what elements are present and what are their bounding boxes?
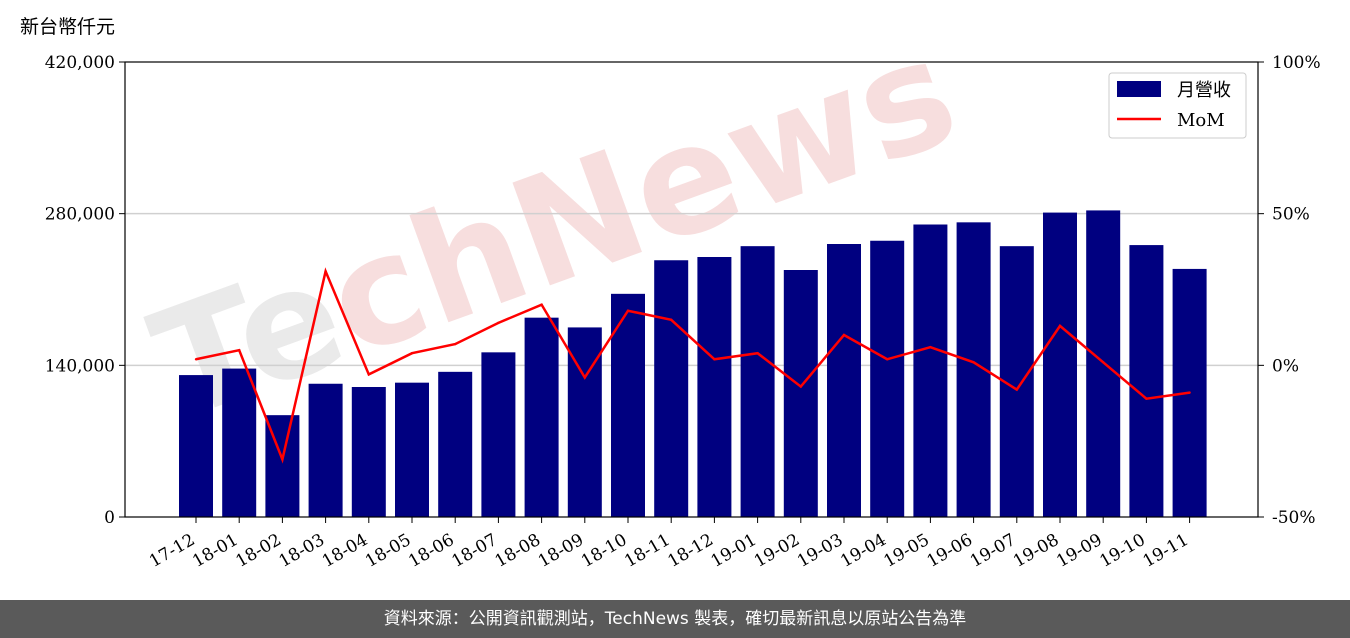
x-tick-label: 18-09: [535, 530, 587, 572]
revenue-bar: [395, 382, 429, 517]
revenue-bar: [783, 270, 818, 517]
mom-point: [799, 385, 802, 388]
mom-point: [583, 376, 586, 379]
mom-point: [497, 321, 500, 325]
source-footer: 資料來源：公開資訊觀測站，TechNews 製表，確切最新訊息以原站公告為準: [0, 600, 1350, 638]
x-tick-label: 18-04: [319, 530, 371, 572]
x-tick-label: 18-02: [232, 530, 284, 572]
x-tick-label: 19-06: [924, 530, 976, 572]
mom-point: [454, 342, 457, 346]
y-axis-left: 0 140,000 280,000 420,000: [45, 53, 125, 528]
y-tick-label-left: 0: [104, 508, 115, 528]
revenue-bar: [351, 387, 386, 517]
mom-point: [886, 358, 889, 361]
x-axis: 17-1218-0118-0218-0318-0418-0518-0618-07…: [146, 517, 1192, 572]
x-tick-label: 18-05: [362, 530, 414, 572]
y-tick-label-right: 50%: [1272, 205, 1310, 225]
revenue-bar: [524, 317, 559, 517]
revenue-bar: [913, 224, 948, 517]
y-axis-unit-label: 新台幣仟元: [20, 16, 115, 38]
x-tick-label: 17-12: [146, 530, 198, 572]
mom-point: [756, 352, 759, 355]
mom-point: [194, 358, 198, 361]
y-axis-right: -50% 0% 50% 100%: [1258, 53, 1321, 528]
mom-point: [540, 303, 543, 306]
revenue-bar: [870, 240, 905, 517]
mom-point: [1145, 397, 1148, 400]
x-tick-label: 19-02: [751, 530, 803, 572]
mom-point: [972, 361, 975, 364]
mom-point: [281, 458, 284, 461]
revenue-bar: [179, 375, 213, 517]
x-tick-label: 18-11: [621, 530, 673, 572]
x-tick-label: 19-03: [794, 530, 846, 572]
x-tick-label: 19-01: [708, 530, 760, 572]
mom-point: [1058, 324, 1062, 328]
y-tick-label-right: -50%: [1272, 508, 1316, 528]
x-tick-label: 19-11: [1140, 530, 1192, 572]
revenue-bar: [654, 260, 689, 517]
mom-point: [626, 309, 630, 312]
x-tick-label: 18-01: [189, 530, 241, 572]
mom-point: [1015, 388, 1018, 391]
y-tick-label-left: 140,000: [45, 356, 115, 376]
legend-line-label: MoM: [1177, 110, 1225, 131]
mom-point: [842, 333, 846, 337]
mom-point: [1188, 391, 1191, 394]
x-tick-label: 18-12: [664, 530, 716, 572]
x-tick-label: 18-03: [276, 530, 328, 572]
mom-point: [410, 352, 414, 355]
y-tick-label-right: 100%: [1272, 53, 1321, 73]
mom-point: [367, 373, 370, 376]
x-tick-label: 19-07: [967, 530, 1019, 572]
legend: 月營收 MoM: [1108, 72, 1247, 139]
y-tick-label-left: 420,000: [45, 53, 115, 73]
x-tick-label: 19-05: [880, 530, 932, 572]
x-tick-label: 18-07: [448, 530, 500, 572]
x-tick-label: 18-08: [492, 530, 544, 572]
mom-line: [195, 267, 1190, 464]
revenue-bar: [438, 371, 473, 517]
revenue-bar: [1129, 245, 1164, 518]
plot-frame: [124, 61, 1259, 518]
revenue-bar: [827, 244, 861, 517]
mom-point: [238, 348, 241, 352]
x-tick-label: 18-06: [405, 530, 457, 572]
x-tick-label: 18-10: [578, 530, 630, 572]
legend-bar-swatch: [1117, 81, 1161, 97]
line-series: [194, 267, 1191, 464]
revenue-bar: [1043, 212, 1077, 518]
mom-point: [1102, 361, 1105, 364]
y-tick-label-right: 0%: [1272, 356, 1299, 376]
mom-point: [324, 270, 327, 273]
x-tick-label: 19-10: [1096, 530, 1148, 572]
revenue-bar: [481, 352, 516, 517]
revenue-bar: [740, 246, 775, 517]
revenue-bar: [611, 293, 645, 517]
legend-bar-label: 月營收: [1177, 80, 1231, 101]
revenue-bar: [308, 383, 343, 517]
x-tick-label: 19-04: [837, 530, 889, 572]
mom-point: [713, 358, 716, 361]
x-tick-label: 19-09: [1053, 530, 1105, 572]
revenue-bar: [697, 257, 732, 517]
revenue-bar: [222, 368, 257, 517]
mom-point: [929, 345, 932, 349]
bar-series: [179, 210, 1207, 518]
mom-point: [670, 318, 673, 322]
x-tick-label: 19-08: [1010, 530, 1062, 572]
y-tick-label-left: 280,000: [45, 205, 115, 225]
